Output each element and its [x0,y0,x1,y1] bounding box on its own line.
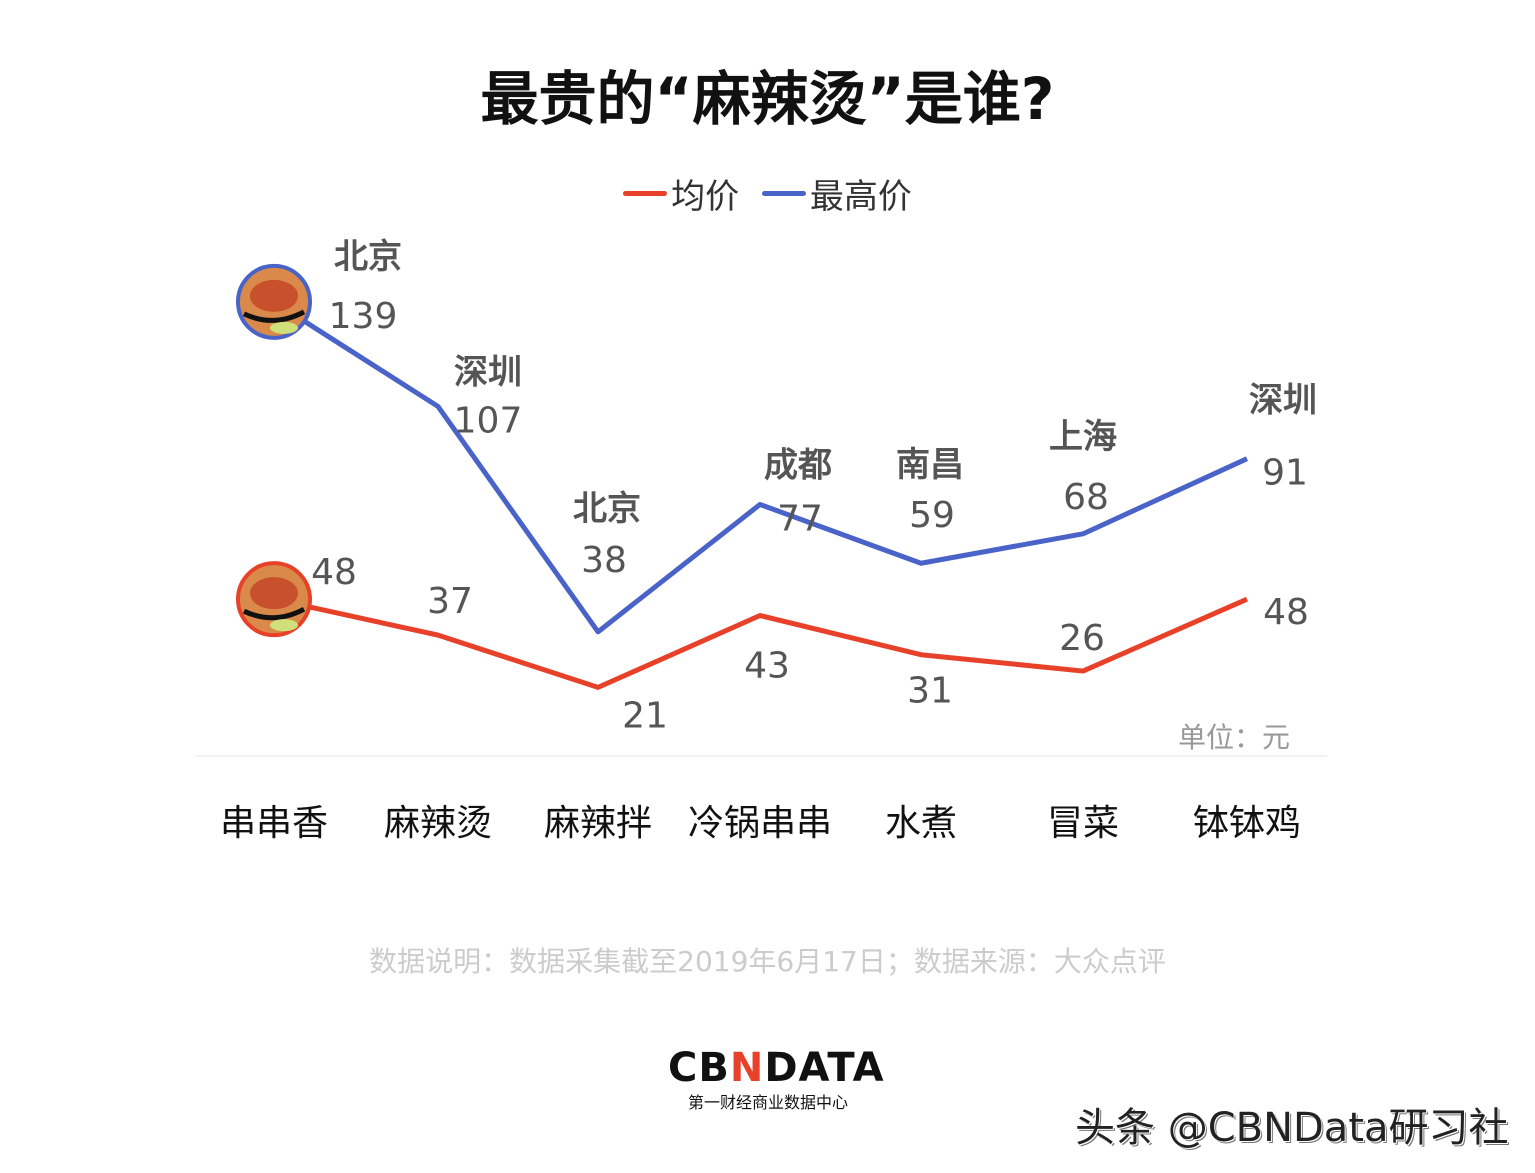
max-price-label: 68 [1063,477,1109,518]
food-photo-lime [270,619,298,632]
food-photo-bowl [242,606,306,621]
legend: 均价 最高价 [0,165,1535,218]
x-tick-label: 水煮 [885,803,957,844]
city-label: 成都 [764,445,832,485]
x-tick-label: 钵钵鸡 [1193,803,1301,844]
x-tick-label: 冷锅串串 [688,803,832,844]
avg-price-label: 21 [622,695,668,736]
food-photo-detail [250,279,298,312]
max-price-label: 91 [1262,453,1308,494]
city-label: 南昌 [896,445,964,485]
max-price-label: 107 [454,400,523,441]
watermark: 头条 @CBNData研习社 [1075,1105,1509,1151]
logo-sub: 第一财经商业数据中心 [687,1093,848,1112]
chart-title: 最贵的“麻辣烫”是谁? [480,65,1055,133]
x-tick-label: 串串香 [220,803,328,844]
avg-price-line [273,596,1249,690]
city-label: 深圳 [1249,381,1317,421]
avg-price-label: 48 [1263,592,1309,633]
legend-label-max: 最高价 [809,177,912,217]
avg-price-label: 26 [1059,618,1105,659]
data-note: 数据说明：数据采集截至2019年6月17日；数据来源：大众点评 [369,945,1166,978]
food-photo-lime [270,321,298,334]
max-price-label: 77 [777,498,823,539]
legend-swatch-avg [623,191,668,196]
city-label: 北京 [573,489,641,529]
logo-main: CBNDATA [668,1045,885,1091]
x-tick-label: 麻辣烫 [384,803,492,844]
x-tick-label: 麻辣拌 [544,803,652,844]
legend-swatch-max [761,191,806,196]
plot-area: 串串香 麻辣烫 麻辣拌 冷锅串串 水煮 冒菜 钵钵鸡 48 37 21 43 31 26 48 139 北京 1… [195,237,1327,844]
cbndata-logo: CBNDATA 第一财经商业数据中心 [668,1045,885,1113]
avg-price-label: 37 [427,581,473,622]
city-label: 深圳 [454,352,522,392]
city-label: 上海 [1049,417,1117,457]
food-photo-detail [250,577,298,610]
legend-item-max: 最高价 [761,169,912,218]
legend-item-avg: 均价 [623,169,739,218]
unit-label: 单位：元 [1178,721,1291,754]
avg-price-label: 48 [311,552,357,593]
max-price-label: 59 [909,495,955,536]
avg-price-label: 43 [744,646,790,687]
avg-price-label: 31 [907,671,953,712]
max-price-line [272,299,1249,635]
max-price-label: 38 [581,540,627,581]
x-tick-label: 冒菜 [1047,803,1119,844]
legend-label-avg: 均价 [671,177,740,217]
food-photo-bowl [242,309,306,323]
max-price-label: 139 [329,296,398,337]
city-label: 北京 [334,237,402,277]
